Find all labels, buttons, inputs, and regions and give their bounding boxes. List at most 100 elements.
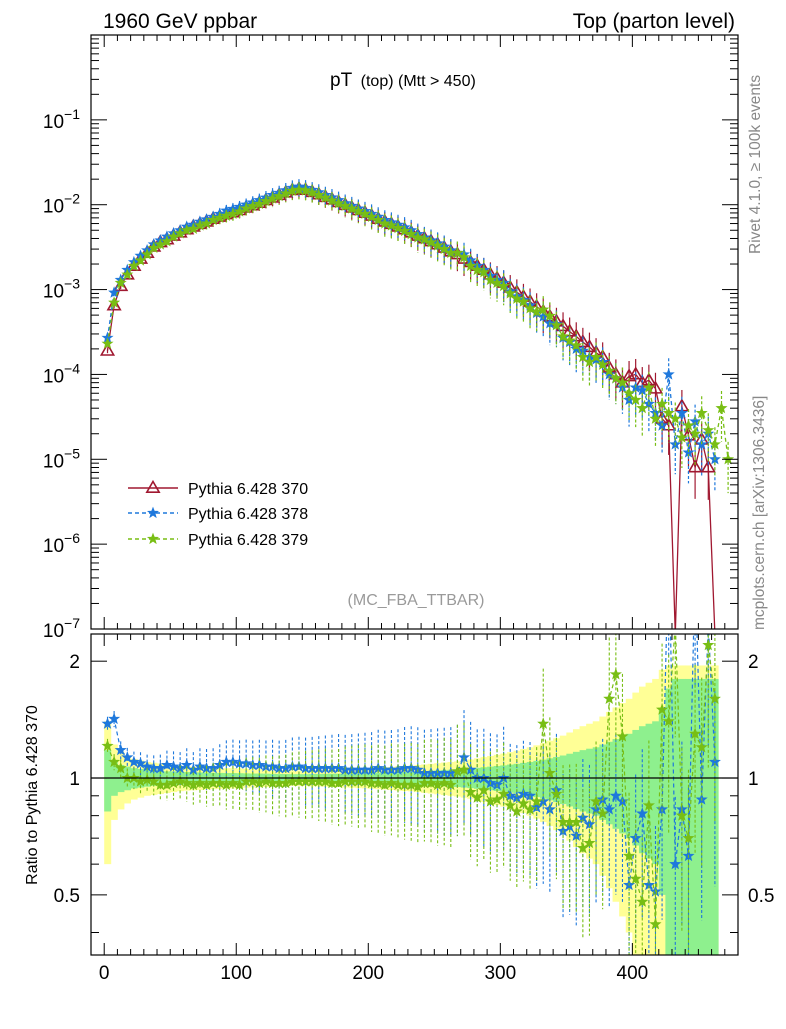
data-point [99, 342, 116, 356]
data-point [517, 295, 530, 307]
data-point [332, 196, 345, 209]
legend-entry-379: Pythia 6.428 379 [128, 532, 308, 549]
ratio-y-tick-label-right: 0.5 [748, 886, 774, 907]
data-point [358, 207, 372, 219]
data-point [708, 437, 721, 450]
x-tick-label: 100 [220, 963, 252, 984]
ratio-y-tick-label-right: 1 [748, 769, 759, 790]
data-point [497, 279, 510, 292]
ratio-point [675, 809, 688, 821]
data-point [352, 204, 365, 217]
y-tick-label: 10−1 [43, 106, 80, 133]
data-point [108, 286, 121, 298]
ratio-point [690, 561, 700, 571]
ratio-point [636, 807, 649, 819]
ratio-point [385, 776, 398, 789]
y-tick-label: 10−6 [43, 530, 80, 557]
ratio-point [147, 775, 160, 787]
legend-marker-378 [146, 506, 160, 519]
ratio-point [636, 895, 649, 907]
x-tick-label: 300 [484, 963, 516, 984]
ratio-ylabel: Ratio to Pythia 6.428 370 [24, 705, 41, 885]
ratio-point [517, 797, 530, 809]
legend-marker-370 [145, 479, 161, 494]
ratio-point [259, 775, 273, 787]
band-inner-bin [513, 763, 521, 794]
ratio-frame [90, 633, 739, 956]
main-title-sub: (top) (Mtt > 450) [361, 73, 476, 90]
ratio-point [708, 692, 721, 705]
ratio-point [358, 775, 372, 787]
legend-entry-378: Pythia 6.428 378 [128, 506, 308, 523]
legend-label-379: Pythia 6.428 379 [188, 532, 308, 549]
y-tick-exp: −2 [64, 191, 80, 207]
ratio-point [570, 815, 583, 828]
data-point [108, 296, 121, 308]
ratio-point [372, 776, 385, 789]
ratio-point [504, 799, 517, 811]
data-point [490, 276, 504, 288]
data-point [398, 224, 411, 237]
ratio-point [108, 712, 121, 725]
ratio-point [444, 778, 457, 791]
data-point [510, 292, 523, 304]
ratio-point [193, 776, 207, 789]
y-tick-label: 10−5 [43, 445, 80, 472]
data-point [365, 210, 378, 223]
y-tick-base: 10 [43, 112, 64, 133]
ratio-point [603, 803, 616, 815]
data-point [372, 213, 385, 226]
legend-marker-shape [145, 479, 161, 494]
ratio-point [537, 717, 550, 729]
ratio-y-tick-label: 1 [69, 769, 80, 790]
y-tick-exp: −1 [64, 106, 80, 122]
y-tick-base: 10 [43, 536, 64, 557]
y-tick-base: 10 [43, 197, 64, 218]
series-2 [101, 182, 735, 494]
header-process: Top (parton level) [573, 10, 735, 33]
ratio-y-tick-label-right: 2 [748, 652, 759, 673]
y-tick-exp: −5 [64, 445, 80, 461]
ratio-data-layer [101, 561, 721, 955]
ratio-point [583, 836, 596, 849]
data-point [687, 459, 703, 473]
data-point [669, 412, 682, 424]
axes-layer: 0 100 200 300 40010−710−610−510−410−310−210−… [43, 34, 774, 984]
band-inner-bin [625, 733, 633, 839]
data-point [589, 350, 603, 363]
data-point [484, 273, 497, 286]
data-point [563, 334, 576, 346]
x-tick-label: 0 [99, 963, 110, 984]
ratio-point [510, 805, 523, 817]
data-point [609, 371, 622, 384]
data-point [504, 287, 517, 299]
ratio-point [114, 743, 127, 756]
data-point [378, 217, 391, 229]
data-point [523, 302, 537, 314]
band-inner-bin [652, 721, 660, 865]
ratio-point [695, 740, 708, 753]
data-point [695, 406, 708, 419]
data-point [306, 186, 319, 198]
data-point [550, 318, 563, 331]
y-tick-exp: −7 [64, 615, 80, 631]
data-point [616, 376, 629, 388]
data-point [106, 297, 122, 311]
data-point [457, 250, 471, 263]
data-point [622, 386, 636, 399]
data-point [682, 419, 695, 431]
analysis-label: (MC_FBA_TTBAR) [348, 592, 485, 609]
data-point [543, 309, 556, 321]
x-tick-label: 400 [617, 963, 649, 984]
ratio-y-tick-label: 0.5 [54, 886, 80, 907]
ratio-point [101, 739, 114, 751]
band-inner-bin [658, 709, 666, 895]
y-tick-exp: −6 [64, 530, 80, 546]
y-tick-exp: −3 [64, 276, 80, 292]
data-point [391, 221, 405, 234]
y-tick-label: 10−3 [43, 276, 80, 303]
data-point [319, 191, 332, 203]
ratio-point [319, 775, 332, 787]
